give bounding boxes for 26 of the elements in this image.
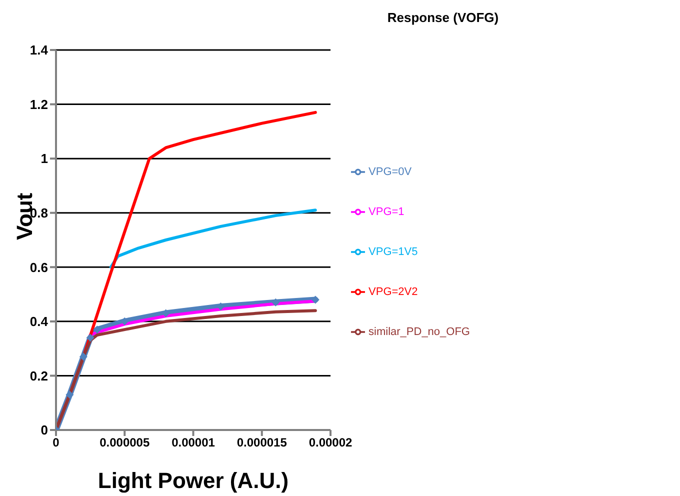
y-tick-label: 0.2 — [30, 368, 48, 384]
y-tick-label: 0 — [40, 422, 48, 438]
point — [311, 296, 320, 304]
y-tick-label: 1.4 — [30, 42, 49, 58]
legend-label: similar_PD_no_OFG — [368, 326, 470, 338]
legend-label: VPG=1 — [368, 206, 404, 218]
legend-label: VPG=1V5 — [368, 246, 418, 258]
y-tick-label: 1.2 — [30, 96, 48, 112]
x-tick-label: 0.00002 — [308, 436, 353, 450]
x-tick-label: 0.000005 — [100, 436, 150, 450]
x-axis-title: Light Power (A.U.) — [98, 468, 289, 493]
point — [272, 298, 280, 306]
point — [66, 390, 74, 399]
legend-label: VPG=0V — [368, 166, 412, 178]
point — [86, 334, 94, 342]
y-tick-label: 1 — [40, 151, 48, 166]
x-tick-label: 0.00001 — [172, 436, 216, 450]
x-tick-label: 0.000015 — [236, 436, 288, 450]
point — [93, 326, 102, 334]
legend-label: VPG=2V2 — [368, 286, 418, 298]
line-series — [109, 208, 317, 269]
point — [79, 352, 88, 361]
y-tick-label: 0.4 — [30, 314, 49, 330]
x-tick-label: 0 — [52, 436, 60, 450]
text: Response (VOFG) — [386, 10, 500, 25]
y-tick-label: 0.6 — [30, 260, 48, 275]
